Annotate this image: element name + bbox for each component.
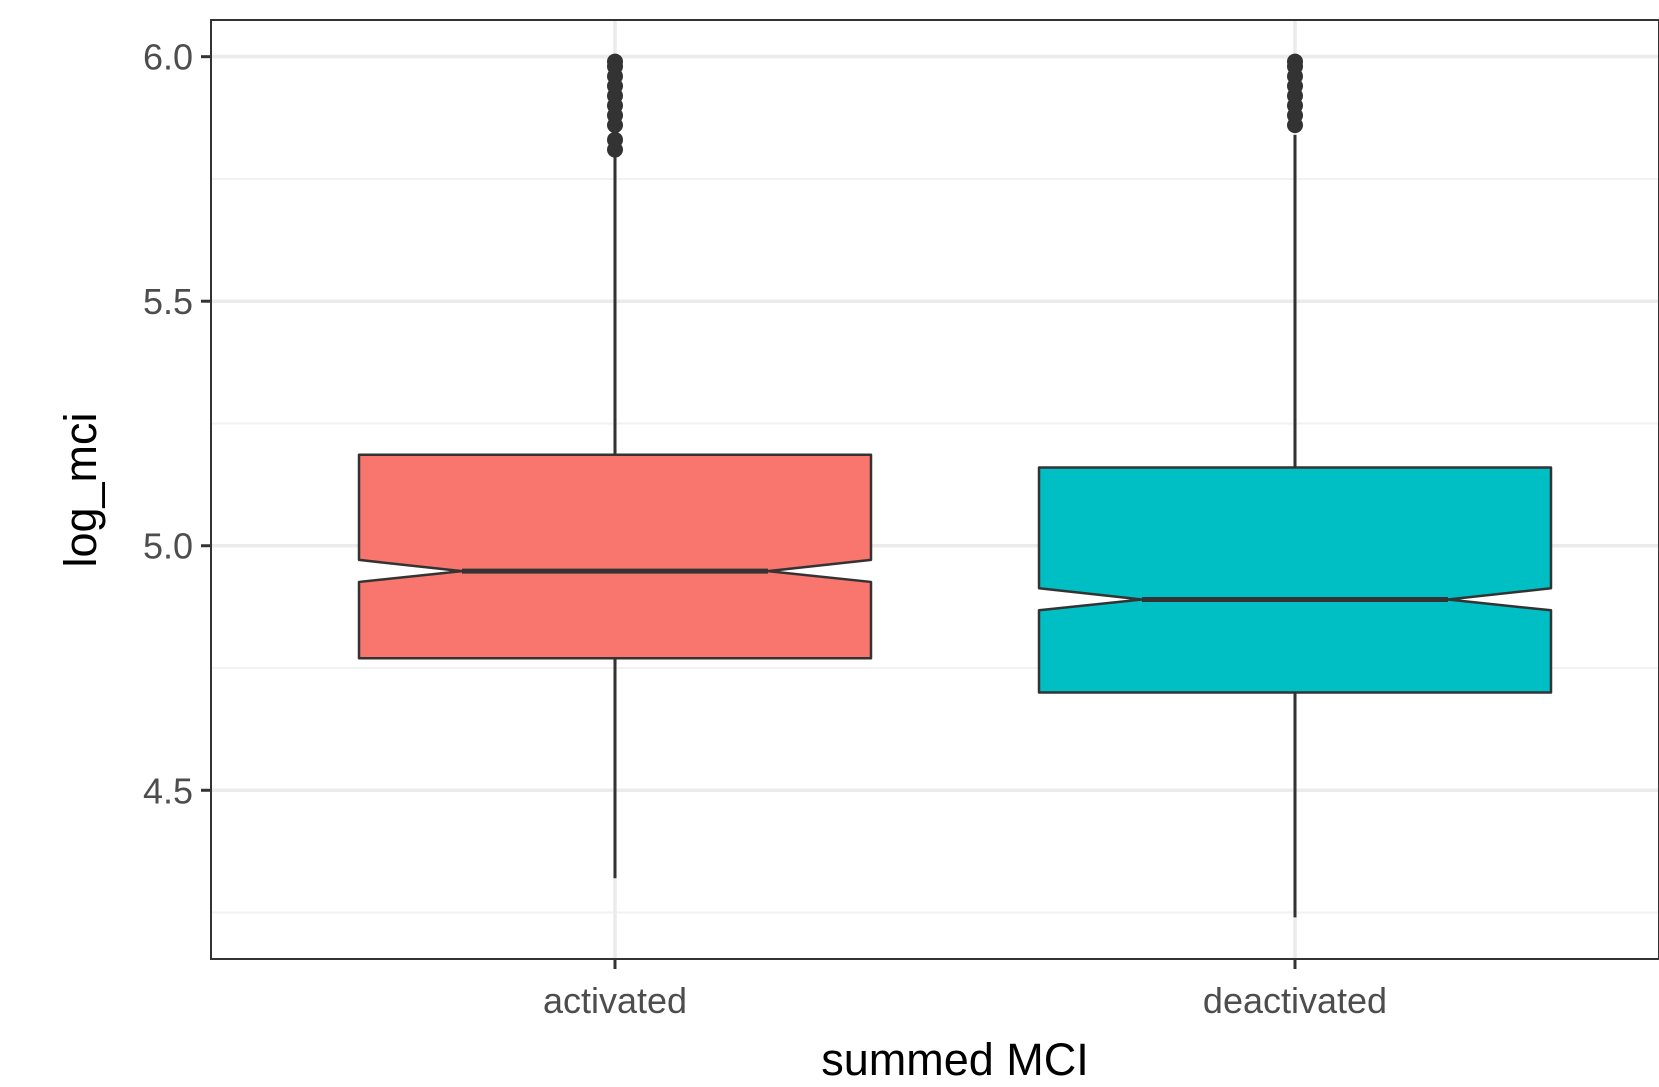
y-tick-label: 5.5: [143, 281, 193, 322]
boxes: [357, 53, 1553, 918]
x-tick-label: deactivated: [1203, 980, 1387, 1021]
y-tick-label: 6.0: [143, 37, 193, 78]
y-tick-label: 5.0: [143, 526, 193, 567]
outlier-point: [607, 53, 623, 70]
outlier-point: [607, 131, 623, 148]
y-axis-title: log_mci: [55, 412, 106, 567]
panel-border: [210, 19, 1659, 960]
axes: 4.5 5.0 5.5 6.0 activated deactivated: [143, 37, 1387, 1021]
box-body: [1037, 466, 1553, 694]
y-tick-label: 4.5: [143, 770, 193, 811]
box-deactivated: [1037, 53, 1553, 918]
x-axis-title: summed MCI: [821, 1034, 1089, 1085]
box-body: [357, 453, 873, 660]
box-activated: [357, 53, 873, 879]
outlier-point: [1287, 53, 1303, 70]
x-tick-label: activated: [543, 980, 687, 1021]
